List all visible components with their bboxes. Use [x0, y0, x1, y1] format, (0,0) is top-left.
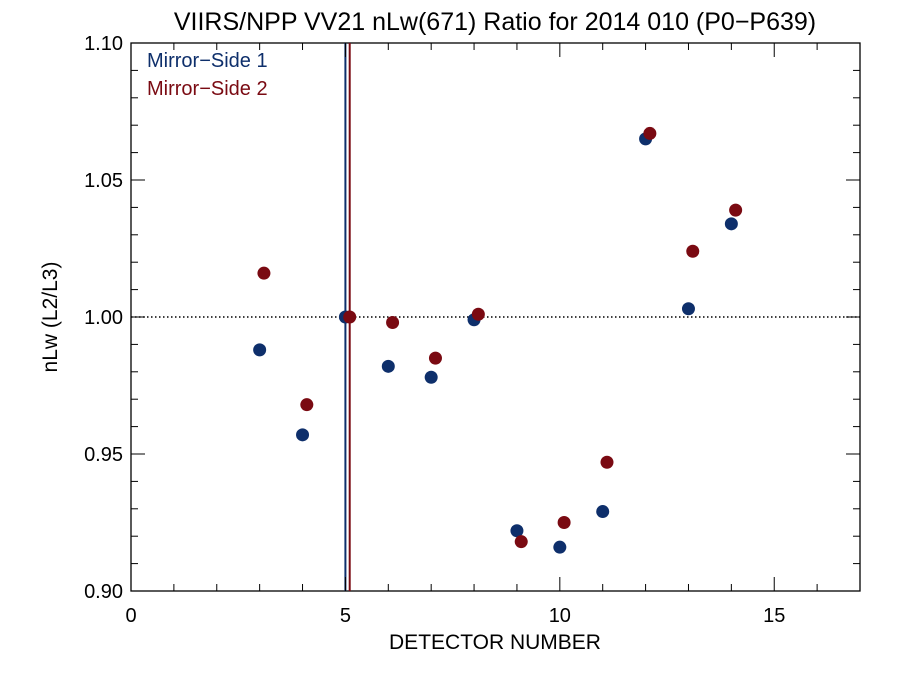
x-tick-label: 15 — [763, 605, 785, 627]
data-point-mirror-side-2 — [557, 516, 571, 529]
data-point-mirror-side-2 — [428, 351, 442, 365]
y-tick-label: 1.00 — [84, 307, 123, 329]
x-tick-label: 0 — [125, 605, 136, 627]
legend-item-mirror-side-1: Mirror−Side 1 — [147, 50, 268, 72]
data-point-mirror-side-1 — [296, 428, 310, 442]
y-tick-label: 0.90 — [84, 581, 123, 603]
y-axis-label: nLw (L2/L3) — [39, 262, 62, 373]
y-tick-label: 1.05 — [84, 170, 123, 192]
data-point-mirror-side-2 — [257, 266, 271, 280]
data-points — [253, 126, 743, 554]
x-tick-label: 5 — [340, 605, 351, 627]
data-point-mirror-side-2 — [686, 244, 700, 258]
y-tick-label: 0.95 — [84, 444, 123, 466]
x-tick-label: 10 — [549, 605, 571, 627]
data-point-mirror-side-1 — [553, 540, 567, 554]
data-point-mirror-side-2 — [471, 307, 485, 321]
reference-lines — [131, 43, 860, 591]
data-point-mirror-side-2 — [386, 315, 400, 329]
data-point-mirror-side-1 — [424, 370, 438, 384]
data-point-mirror-side-2 — [729, 203, 743, 217]
data-point-mirror-side-1 — [681, 302, 695, 316]
data-point-mirror-side-2 — [514, 535, 528, 549]
data-point-mirror-side-1 — [596, 505, 610, 519]
data-point-mirror-side-1 — [381, 359, 395, 373]
y-tick-label: 1.10 — [84, 33, 123, 55]
data-point-mirror-side-2 — [343, 310, 357, 324]
data-point-mirror-side-2 — [600, 455, 614, 469]
legend-item-mirror-side-2: Mirror−Side 2 — [147, 78, 268, 100]
data-point-mirror-side-2 — [643, 126, 657, 140]
data-point-mirror-side-1 — [510, 524, 524, 538]
data-point-mirror-side-1 — [253, 343, 267, 357]
axis-ticks: 0 5 10 15 0.90 0.95 1.00 1.05 1.10 — [84, 33, 861, 627]
data-point-mirror-side-1 — [724, 217, 738, 231]
x-axis-label: DETECTOR NUMBER — [389, 631, 601, 654]
chart-title: VIIRS/NPP VV21 nLw(671) Ratio for 2014 0… — [174, 8, 816, 36]
data-point-mirror-side-2 — [300, 398, 314, 412]
